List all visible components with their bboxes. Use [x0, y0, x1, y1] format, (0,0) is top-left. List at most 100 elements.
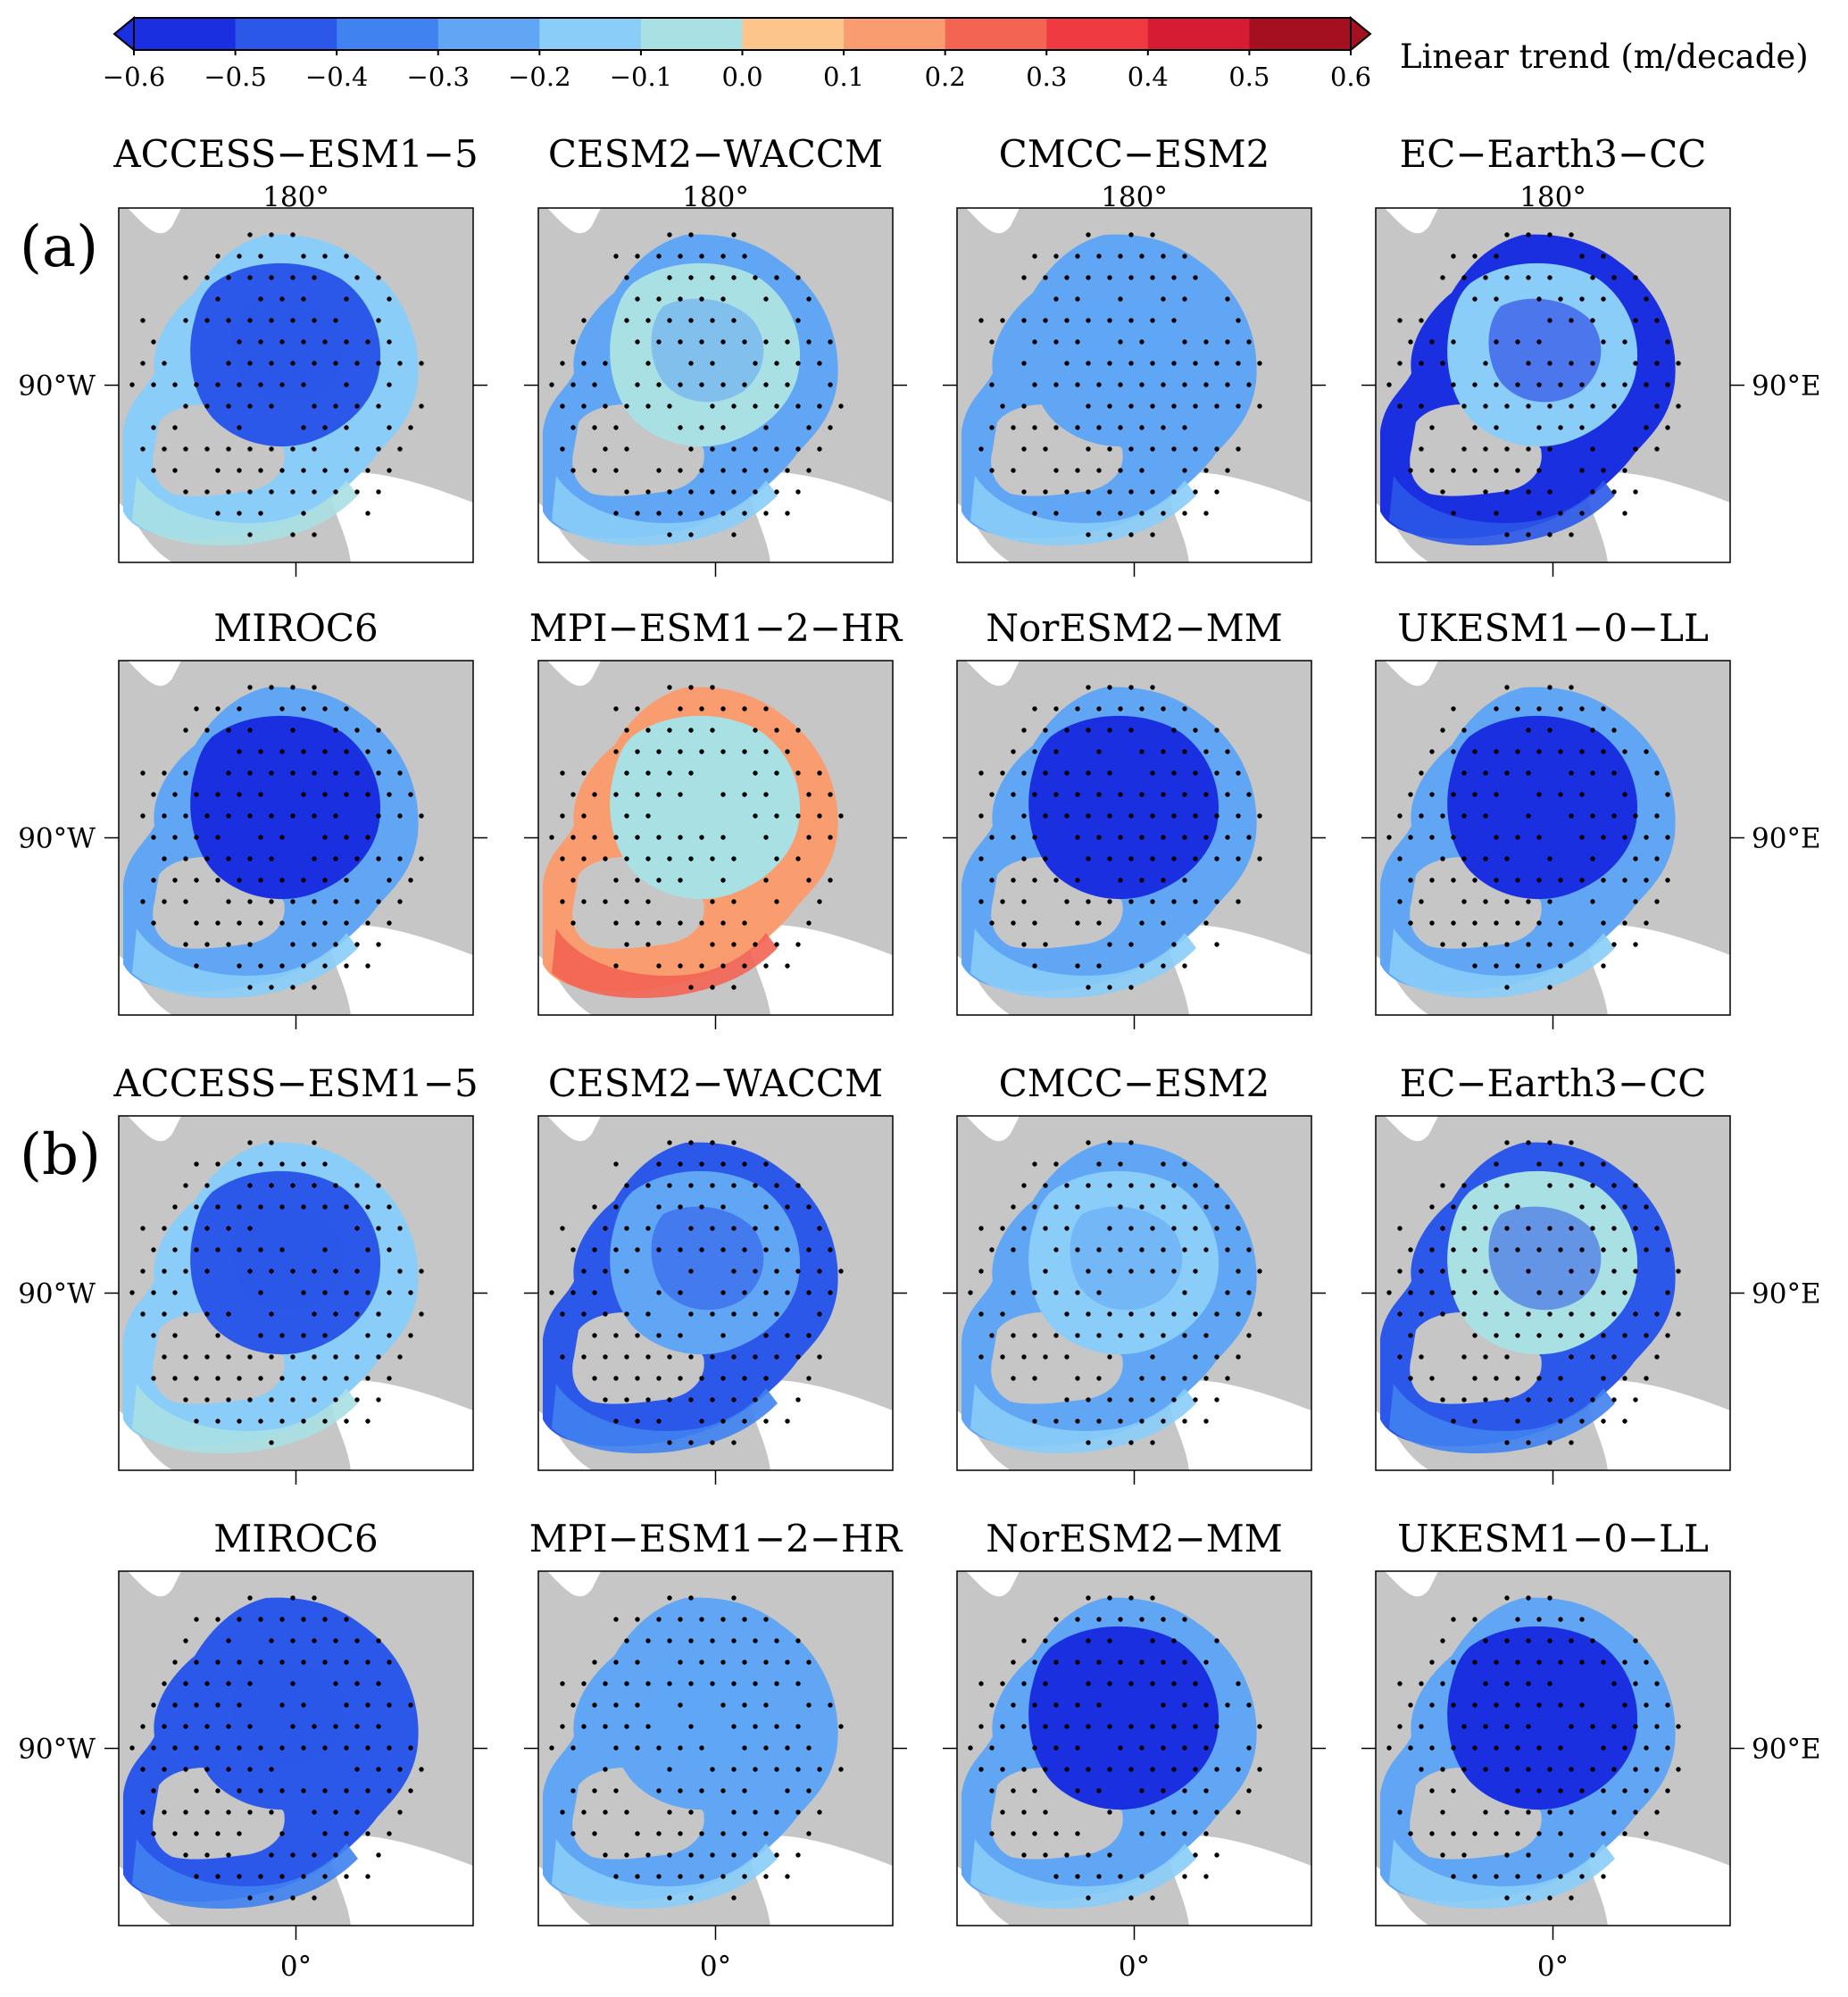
significance-dot — [688, 318, 694, 323]
significance-dot — [419, 361, 424, 366]
significance-dot — [817, 1810, 822, 1815]
significance-dot — [1193, 1767, 1198, 1772]
significance-dot — [978, 770, 984, 776]
significance-dot — [806, 339, 812, 345]
significance-dot — [1601, 468, 1606, 473]
significance-dot — [1526, 1140, 1531, 1145]
significance-dot — [731, 1810, 737, 1815]
significance-dot — [720, 706, 726, 711]
significance-dot — [699, 382, 704, 387]
significance-dot — [279, 1702, 285, 1708]
significance-dot — [656, 468, 662, 473]
significance-dot — [1547, 361, 1552, 366]
significance-dot — [603, 361, 608, 366]
stippling — [129, 232, 424, 537]
significance-dot — [1182, 835, 1187, 840]
significance-dot — [688, 770, 694, 776]
significance-dot — [376, 446, 381, 452]
significance-dot — [989, 1333, 995, 1338]
significance-dot — [624, 813, 629, 819]
significance-dot — [333, 1354, 338, 1360]
significance-dot — [1419, 1269, 1424, 1274]
significance-dot — [1451, 1788, 1456, 1793]
significance-dot — [1472, 254, 1478, 259]
significance-dot — [1676, 361, 1681, 366]
significance-dot — [720, 920, 726, 926]
significance-dot — [376, 1724, 381, 1729]
significance-dot — [1397, 1226, 1403, 1231]
significance-dot — [1225, 468, 1230, 473]
significance-dot — [322, 1660, 328, 1665]
significance-dot — [1676, 1269, 1681, 1274]
significance-dot — [1064, 728, 1070, 733]
open-water — [748, 925, 893, 1015]
significance-dot — [1128, 1226, 1134, 1231]
significance-dot — [1236, 899, 1241, 904]
significance-dot — [1171, 318, 1177, 323]
significance-dot — [1107, 985, 1112, 990]
significance-dot — [140, 1724, 146, 1729]
significance-dot — [581, 1724, 587, 1729]
significance-dot — [1515, 1247, 1520, 1252]
significance-dot — [1236, 318, 1241, 323]
significance-dot — [204, 275, 210, 280]
sea-ice-fringe — [1389, 476, 1615, 546]
map-area — [1376, 208, 1730, 562]
significance-dot — [795, 404, 801, 409]
significance-dot — [1161, 1419, 1166, 1424]
colorbar-min-arrow — [112, 15, 135, 53]
significance-dot — [1408, 468, 1413, 473]
significance-dot — [1440, 942, 1445, 947]
significance-dot — [1397, 1311, 1403, 1317]
significance-dot — [592, 1247, 597, 1252]
significance-dot — [1504, 1895, 1510, 1901]
significance-dot — [1515, 1831, 1520, 1836]
significance-dot — [1053, 749, 1059, 754]
significance-dot — [344, 1831, 349, 1836]
significance-dot — [581, 1810, 587, 1815]
significance-dot — [731, 489, 737, 495]
significance-dot — [1451, 382, 1456, 387]
significance-dot — [1590, 728, 1595, 733]
significance-dot — [806, 1788, 812, 1793]
significance-dot — [720, 1161, 726, 1167]
significance-dot — [1086, 813, 1091, 819]
significance-dot — [290, 1397, 296, 1402]
significance-dot — [710, 685, 715, 690]
stippling — [129, 1595, 424, 1901]
significance-dot — [678, 963, 683, 969]
significance-dot — [290, 532, 296, 537]
significance-dot — [1536, 1874, 1542, 1879]
significance-dot — [1086, 1767, 1091, 1772]
significance-dot — [1086, 446, 1091, 452]
significance-dot — [688, 446, 694, 452]
significance-dot — [1161, 1333, 1166, 1338]
significance-dot — [376, 275, 381, 280]
significance-dot — [322, 1247, 328, 1252]
significance-dot — [968, 1745, 973, 1751]
significance-dot — [365, 1419, 370, 1424]
significance-dot — [279, 835, 285, 840]
significance-dot — [301, 382, 306, 387]
significance-dot — [753, 1724, 758, 1729]
significance-dot — [806, 835, 812, 840]
colorbar-tick-label: −0.6 — [103, 62, 165, 92]
significance-dot — [1032, 382, 1037, 387]
significance-dot — [1096, 1660, 1102, 1665]
open-water — [748, 1380, 893, 1470]
significance-dot — [1547, 489, 1552, 495]
significance-dot — [1633, 275, 1638, 280]
significance-dot — [1107, 1681, 1112, 1686]
significance-dot — [1472, 1247, 1478, 1252]
significance-dot — [731, 1852, 737, 1858]
significance-dot — [1408, 1290, 1413, 1295]
significance-dot — [1161, 1702, 1166, 1708]
significance-dot — [613, 1333, 619, 1338]
significance-dot — [301, 296, 306, 302]
significance-dot — [387, 1333, 392, 1338]
significance-dot — [763, 1831, 769, 1836]
significance-dot — [1075, 339, 1080, 345]
significance-dot — [387, 339, 392, 345]
significance-dot — [731, 856, 737, 861]
significance-dot — [1107, 361, 1112, 366]
